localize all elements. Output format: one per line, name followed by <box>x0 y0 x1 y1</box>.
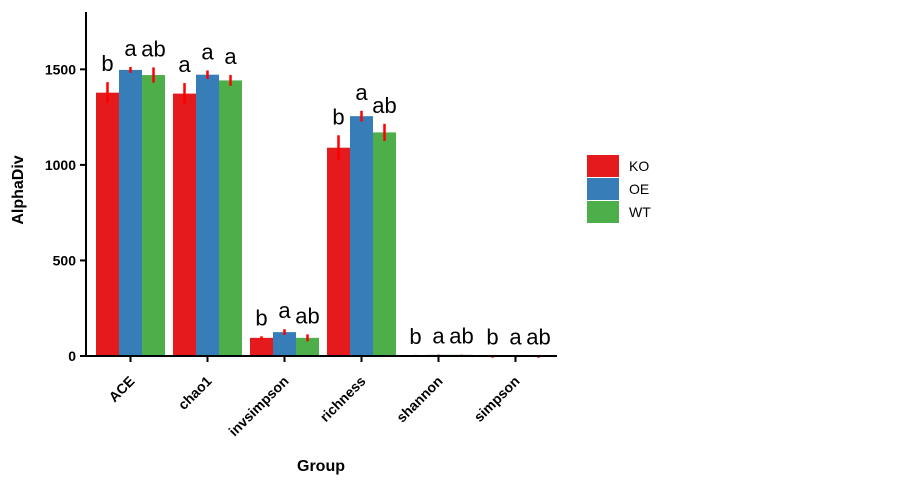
legend: KO OE WT <box>587 155 651 223</box>
x-tick-label-chao1: chao1 <box>175 373 215 413</box>
significance-label-KO-invsimpson: b <box>255 305 267 330</box>
significance-label-KO-chao1: a <box>178 52 191 77</box>
y-axis-title: AlphaDiv <box>10 155 27 224</box>
legend-label-WT: WT <box>629 204 651 220</box>
x-tick-label-ACE: ACE <box>105 373 137 405</box>
x-tick-label-richness: richness <box>317 373 369 425</box>
bar-WT-ACE <box>142 75 165 357</box>
significance-label-OE-chao1: a <box>201 39 214 64</box>
significance-label-KO-ACE: b <box>101 51 113 76</box>
significance-label-KO-shannon: b <box>409 324 421 349</box>
bar-OE-invsimpson <box>273 332 296 356</box>
legend-swatch-KO <box>587 155 619 177</box>
y-ticks: 0 500 1000 1500 <box>45 61 86 364</box>
bar-KO-richness <box>327 147 350 356</box>
x-tick-label-simpson: simpson <box>471 373 523 425</box>
significance-label-WT-ACE: ab <box>141 36 165 61</box>
bar-OE-ACE <box>119 69 142 356</box>
bar-KO-invsimpson <box>250 337 273 356</box>
bar-WT-richness <box>373 132 396 356</box>
bars-layer <box>96 69 550 357</box>
significance-label-OE-richness: a <box>355 80 368 105</box>
significance-label-KO-richness: b <box>332 104 344 129</box>
x-axis-title: Group <box>297 458 345 475</box>
y-tick-label: 0 <box>68 348 76 364</box>
significance-label-WT-simpson: ab <box>526 325 550 350</box>
significance-label-WT-invsimpson: ab <box>295 303 319 328</box>
x-tick-label-invsimpson: invsimpson <box>225 373 291 439</box>
y-tick-label: 1500 <box>45 61 76 77</box>
error-bars-layer <box>106 67 540 358</box>
significance-label-WT-shannon: ab <box>449 324 473 349</box>
bar-WT-chao1 <box>219 80 242 356</box>
legend-label-OE: OE <box>629 181 649 197</box>
legend-label-KO: KO <box>629 158 649 174</box>
y-tick-label: 500 <box>53 252 77 268</box>
y-tick-label: 1000 <box>45 157 76 173</box>
significance-label-OE-simpson: a <box>509 325 522 350</box>
bar-OE-chao1 <box>196 74 219 356</box>
significance-label-OE-invsimpson: a <box>278 298 291 323</box>
x-tick-label-shannon: shannon <box>393 373 446 426</box>
legend-swatch-OE <box>587 178 619 200</box>
significance-label-KO-simpson: b <box>486 325 498 350</box>
legend-swatch-WT <box>587 201 619 223</box>
bar-KO-ACE <box>96 92 119 356</box>
x-ticks: ACE chao1 invsimpson richness shannon simpson <box>105 356 523 439</box>
significance-label-OE-shannon: a <box>432 324 445 349</box>
bar-WT-invsimpson <box>296 337 319 356</box>
significance-label-WT-chao1: a <box>224 44 237 69</box>
bar-KO-chao1 <box>173 93 196 357</box>
bar-OE-richness <box>350 116 373 357</box>
significance-label-OE-ACE: a <box>124 36 137 61</box>
significance-label-WT-richness: ab <box>372 93 396 118</box>
